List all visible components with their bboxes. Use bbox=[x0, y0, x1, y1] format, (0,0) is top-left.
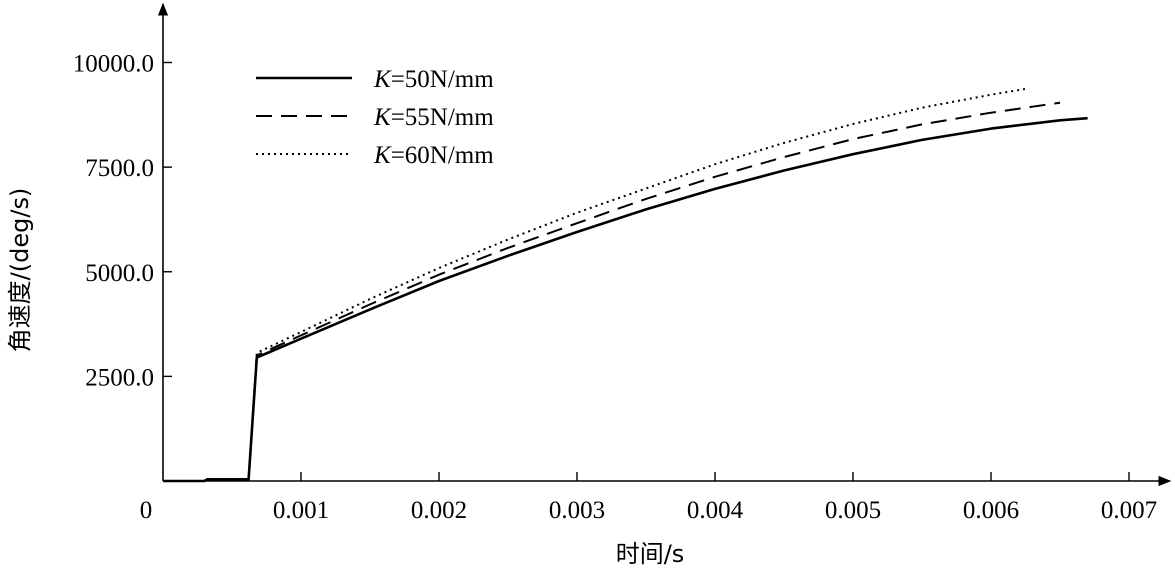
legend-label-3: K=60N/mm bbox=[373, 142, 494, 169]
series-line-3 bbox=[163, 87, 1026, 482]
series-line-2 bbox=[163, 101, 1061, 482]
x-axis-title: 时间/s bbox=[616, 540, 685, 568]
y-tick-label-4: 10000.0 bbox=[73, 51, 154, 78]
series-line-1 bbox=[163, 116, 1088, 483]
origin-label: 0 bbox=[140, 497, 153, 524]
x-tick-label-6: 0.006 bbox=[963, 497, 1019, 524]
x-tick-label-3: 0.003 bbox=[549, 497, 605, 524]
x-tick-label-2: 0.002 bbox=[411, 497, 467, 524]
legend-label-1: K=50N/mm bbox=[373, 66, 494, 93]
x-tick-label-5: 0.005 bbox=[825, 497, 881, 524]
x-tick-label-7: 0.007 bbox=[1101, 497, 1157, 524]
y-tick-label-2: 5000.0 bbox=[85, 260, 154, 287]
y-tick-label-3: 7500.0 bbox=[85, 155, 154, 182]
x-tick-label-4: 0.004 bbox=[687, 497, 744, 524]
legend-label-2: K=55N/mm bbox=[373, 104, 494, 131]
x-tick-label-1: 0.001 bbox=[273, 497, 329, 524]
y-tick-label-1: 2500.0 bbox=[85, 364, 154, 391]
y-axis-title: 角速度/(deg/s) bbox=[6, 188, 34, 353]
